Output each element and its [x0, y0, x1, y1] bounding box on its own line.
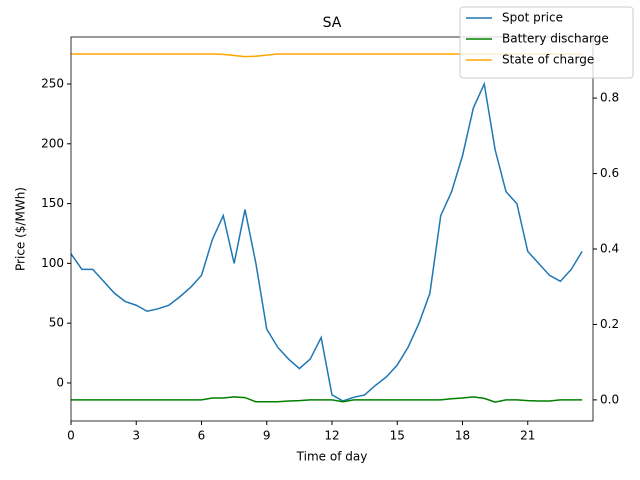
- y2-tick-label: 0.4: [600, 241, 619, 255]
- y2-tick-label: 0.0: [600, 392, 619, 406]
- chart-title: SA: [323, 15, 342, 31]
- series-line: [70, 81, 583, 402]
- legend-label: Spot price: [502, 11, 563, 25]
- y2-tick-label: 0.8: [600, 91, 619, 105]
- axes-frame: [70, 36, 594, 422]
- y-tick-label: 250: [41, 76, 64, 90]
- x-tick-label: 15: [390, 429, 405, 443]
- legend-label: State of charge: [502, 53, 594, 67]
- x-tick-label: 6: [198, 429, 206, 443]
- x-tick-label: 0: [67, 429, 75, 443]
- legend-box: [459, 6, 634, 79]
- x-tick-label: 12: [324, 429, 339, 443]
- y2-tick-label: 0.2: [600, 317, 619, 331]
- legend-label: Battery discharge: [502, 32, 609, 46]
- x-tick-label: 21: [520, 429, 535, 443]
- y-tick-label: 0: [56, 375, 64, 389]
- y-tick-label: 200: [41, 136, 64, 150]
- x-axis-label: Time of day: [296, 450, 368, 464]
- y2-tick-label: 0.6: [600, 166, 619, 180]
- y-axis-label: Price ($/MWh): [14, 187, 28, 271]
- y-tick-label: 50: [49, 316, 64, 330]
- x-tick-label: 18: [455, 429, 470, 443]
- x-tick-label: 9: [263, 429, 271, 443]
- series-line: [71, 396, 583, 403]
- y-tick-label: 150: [41, 196, 64, 210]
- x-tick-label: 3: [132, 429, 140, 443]
- y-tick-label: 100: [41, 256, 64, 270]
